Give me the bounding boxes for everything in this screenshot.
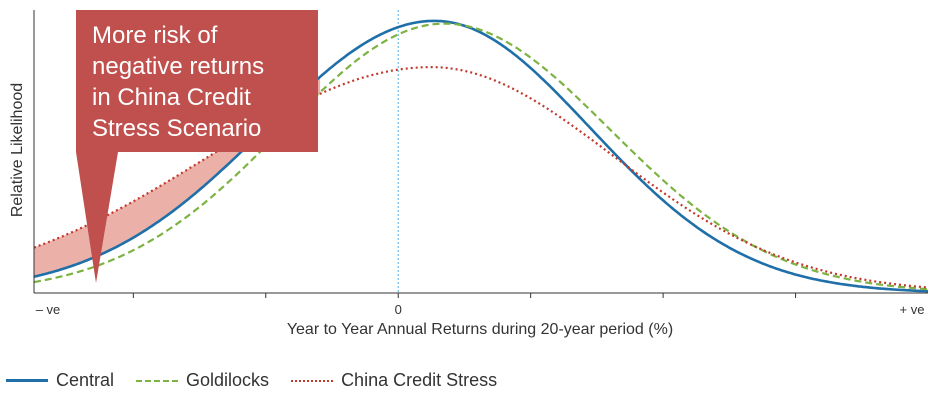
legend-label-goldilocks: Goldilocks <box>186 370 270 390</box>
x-tick-label: 0 <box>395 302 402 317</box>
legend: Central Goldilocks China Credit Stress <box>6 370 519 391</box>
callout-line: More risk of <box>92 22 218 49</box>
callout-line: in China Credit <box>92 84 251 111</box>
plot-area <box>33 10 929 293</box>
legend-swatch-china-credit-stress <box>291 379 334 382</box>
legend-item-central: Central <box>6 370 114 391</box>
x-axis-title: Year to Year Annual Returns during 20-ye… <box>287 321 673 338</box>
legend-swatch-goldilocks <box>136 379 179 382</box>
legend-item-goldilocks: Goldilocks <box>136 370 269 391</box>
legend-label-central: Central <box>56 370 115 390</box>
series-line-china-credit-stress <box>33 65 929 289</box>
series-line-goldilocks <box>33 22 929 291</box>
shaded-risk-region <box>34 76 321 277</box>
x-tick-label: – ve <box>36 302 61 317</box>
callout-line: negative returns <box>92 53 264 80</box>
callout-box <box>76 10 318 283</box>
x-tick-label: + ve <box>900 302 925 317</box>
legend-label-china-credit-stress: China Credit Stress <box>341 370 498 390</box>
callout: More risk of negative returns in China Cre… <box>76 10 318 283</box>
series-line-central <box>33 19 929 293</box>
legend-item-china-credit-stress: China Credit Stress <box>291 370 497 391</box>
y-axis-title: Relative Likelihood <box>9 83 26 217</box>
axes: – ve 0 + ve <box>33 10 928 317</box>
legend-swatch-central <box>6 379 48 382</box>
callout-line: Stress Scenario <box>92 115 261 142</box>
